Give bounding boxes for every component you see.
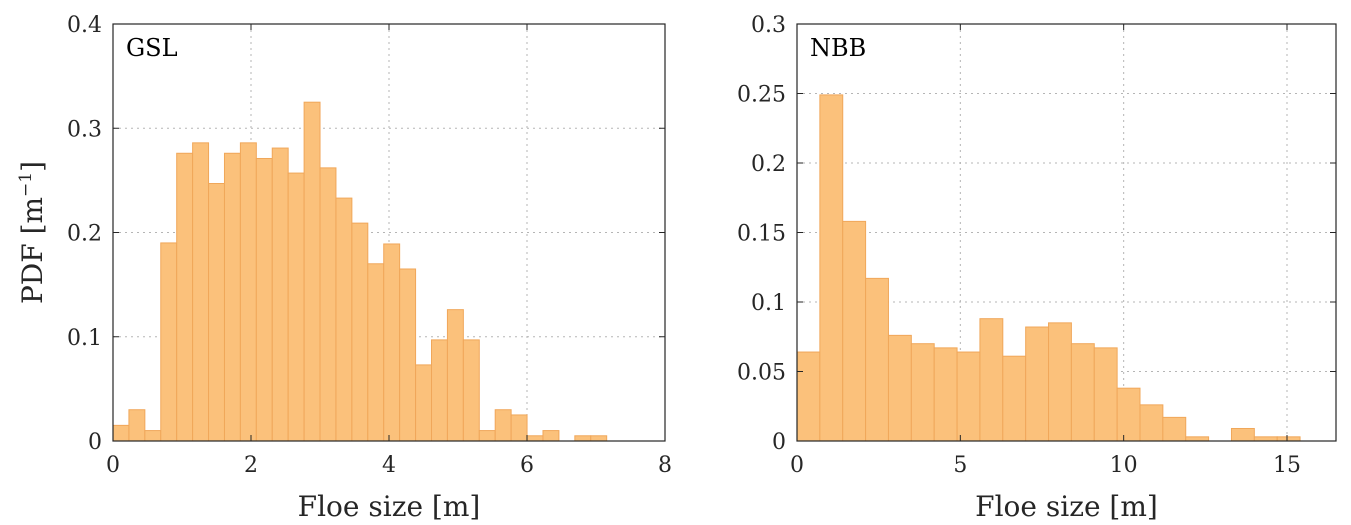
- gsl-histogram-bar: [367, 263, 385, 442]
- gsl-histogram-bar: [446, 309, 464, 442]
- gsl-x-tick-label: 6: [520, 453, 534, 478]
- nbb-histogram-bar: [1116, 387, 1141, 442]
- gsl-histogram-bar: [431, 339, 448, 442]
- gsl-x-tick-label: 2: [244, 453, 258, 478]
- gsl-histogram-bar: [399, 268, 417, 442]
- gsl-histogram-bar: [176, 152, 194, 442]
- gsl-histogram-bar: [192, 142, 210, 442]
- nbb-histogram-bar: [1162, 416, 1187, 442]
- gsl-y-tick-label: 0.1: [67, 326, 102, 351]
- gsl-histogram-bar: [208, 183, 225, 442]
- gsl-histogram-bar: [112, 424, 130, 442]
- y-axis-title-exponent: −1: [16, 172, 36, 197]
- nbb-histogram-bar: [1230, 427, 1255, 442]
- nbb-histogram-bar: [1025, 326, 1050, 442]
- nbb-y-tick-label: 0.3: [751, 13, 786, 38]
- nbb-bars: [796, 94, 1301, 442]
- gsl-histogram-bar: [478, 430, 496, 442]
- nbb-histogram-panel: 0 5 10 15 0 0.05 0.1 0.15 0.2 0.25 0.3 NBB Floe si…: [737, 13, 1337, 523]
- nbb-y-tick-label: 0: [772, 430, 786, 455]
- y-axis-title-main: PDF [m: [16, 197, 49, 304]
- y-axis-title-suffix: ]: [16, 161, 49, 172]
- gsl-histogram-bar: [128, 409, 146, 442]
- nbb-y-tick-label: 0.05: [737, 361, 786, 386]
- gsl-histogram-bar: [303, 101, 321, 442]
- gsl-x-tick-label: 8: [658, 453, 672, 478]
- nbb-histogram-bar: [1002, 355, 1027, 442]
- gsl-histogram-bar: [239, 142, 257, 442]
- nbb-x-tick-label: 5: [953, 453, 967, 478]
- nbb-panel-label: NBB: [810, 34, 866, 62]
- gsl-histogram-bar: [223, 152, 241, 442]
- nbb-y-tick-label: 0.25: [737, 83, 786, 108]
- gsl-histogram-bar: [255, 157, 273, 442]
- nbb-histogram-bar: [865, 277, 889, 442]
- nbb-x-tick-label: 15: [1273, 453, 1301, 478]
- nbb-y-tick-label: 0.15: [737, 222, 786, 247]
- gsl-x-axis-title: Floe size [m]: [298, 490, 481, 523]
- gsl-ticks: 0 2 4 6 8 0 0.1 0.2 0.3 0.4: [67, 13, 672, 478]
- gsl-histogram-bar: [542, 430, 560, 442]
- gsl-y-tick-label: 0.3: [67, 117, 102, 142]
- nbb-histogram-bar: [887, 334, 912, 442]
- nbb-histogram-bar: [796, 351, 821, 442]
- nbb-histogram-bar: [842, 220, 867, 442]
- nbb-x-tick-label: 10: [1110, 453, 1138, 478]
- nbb-histogram-bar: [933, 347, 958, 442]
- gsl-y-axis-title: PDF [m−1]: [16, 161, 49, 304]
- gsl-bars: [112, 101, 608, 442]
- gsl-x-tick-label: 4: [382, 453, 396, 478]
- gsl-histogram-bar: [590, 435, 608, 442]
- nbb-histogram-bar: [1093, 347, 1118, 442]
- nbb-histogram-bar: [1185, 436, 1210, 442]
- nbb-x-axis-title: Floe size [m]: [975, 490, 1158, 523]
- nbb-histogram-bar: [1253, 436, 1278, 442]
- nbb-histogram-bar: [819, 94, 844, 442]
- nbb-x-tick-label: 0: [790, 453, 804, 478]
- gsl-histogram-bar: [383, 243, 401, 442]
- gsl-panel-label: GSL: [126, 34, 178, 62]
- nbb-ticks: 0 5 10 15 0 0.05 0.1 0.15 0.2 0.25 0.3: [737, 13, 1336, 478]
- gsl-y-tick-label: 0.2: [67, 222, 102, 247]
- nbb-y-tick-label: 0.1: [751, 291, 786, 316]
- gsl-y-tick-label: 0.4: [67, 13, 102, 38]
- gsl-histogram-bar: [462, 339, 480, 442]
- gsl-y-tick-label: 0: [88, 430, 102, 455]
- nbb-histogram-bar: [979, 318, 1004, 442]
- gsl-histogram-panel: 0 2 4 6 8 0 0.1 0.2 0.3 0.4 GSL Floe size [m] PDF…: [16, 13, 672, 523]
- gsl-histogram-bar: [574, 435, 592, 442]
- gsl-histogram-bar: [144, 430, 162, 442]
- gsl-histogram-bar: [494, 409, 512, 442]
- nbb-histogram-bar: [1276, 436, 1301, 442]
- gsl-histogram-bar: [319, 167, 337, 442]
- nbb-histogram-bar: [910, 343, 935, 442]
- nbb-histogram-bar: [956, 351, 981, 442]
- gsl-histogram-bar: [351, 222, 369, 442]
- gsl-histogram-bar: [160, 242, 178, 442]
- nbb-histogram-bar: [1070, 343, 1095, 442]
- gsl-histogram-bar: [287, 172, 305, 442]
- nbb-histogram-bar: [1048, 322, 1072, 442]
- gsl-x-tick-label: 0: [106, 453, 120, 478]
- nbb-histogram-bar: [1139, 404, 1164, 442]
- gsl-histogram-bar: [415, 364, 433, 442]
- gsl-histogram-bar: [335, 197, 353, 442]
- gsl-histogram-bar: [526, 435, 544, 442]
- gsl-histogram-bar: [271, 147, 289, 442]
- gsl-histogram-bar: [510, 414, 528, 442]
- nbb-y-tick-label: 0.2: [751, 152, 786, 177]
